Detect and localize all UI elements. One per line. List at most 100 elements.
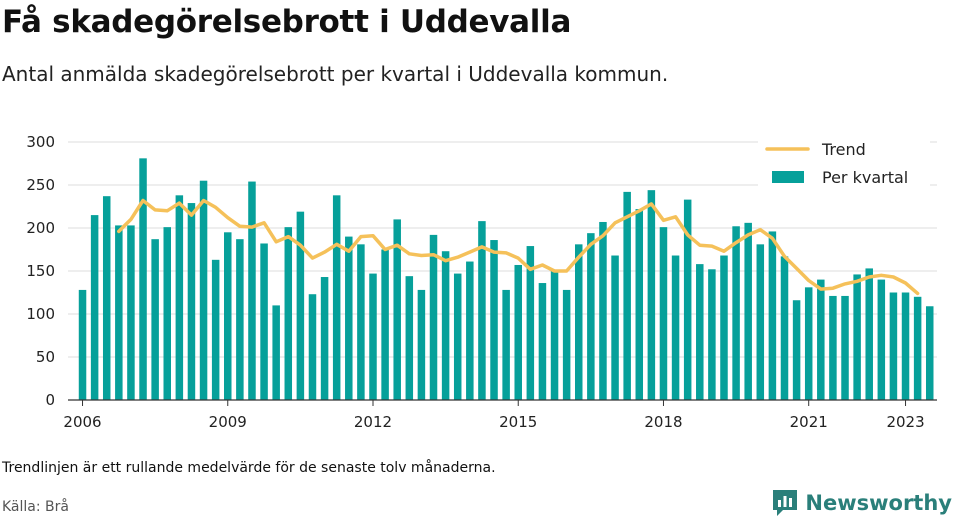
bar <box>248 181 256 400</box>
bar <box>224 232 232 400</box>
bar <box>163 227 171 400</box>
bar <box>683 199 692 400</box>
bar <box>127 225 135 400</box>
bar <box>139 158 147 400</box>
bar <box>901 292 910 400</box>
y-tick-label: 150 <box>26 262 55 280</box>
bar <box>804 287 813 400</box>
bar <box>272 305 280 400</box>
bar <box>720 255 728 400</box>
bar <box>877 279 886 400</box>
y-tick-label: 50 <box>36 348 55 366</box>
bar <box>756 244 765 400</box>
bar <box>260 243 268 400</box>
y-axis-ticks: 0 50 100 150 200 250 300 <box>26 133 55 409</box>
bar <box>780 256 789 400</box>
chart-subtitle: Antal anmälda skadegörelsebrott per kvar… <box>2 62 669 86</box>
x-tick-label: 2015 <box>499 413 537 431</box>
bar <box>429 234 438 400</box>
y-tick-label: 100 <box>26 305 55 323</box>
bar <box>913 296 922 400</box>
bar <box>490 240 498 400</box>
bar <box>502 289 510 400</box>
bar <box>381 249 389 400</box>
bar <box>199 180 208 400</box>
bar <box>308 294 317 400</box>
bar <box>151 239 159 400</box>
bar <box>659 227 668 400</box>
bar <box>550 271 559 400</box>
bar <box>102 196 111 400</box>
bar-series <box>78 158 934 400</box>
bar <box>635 209 644 400</box>
bar <box>587 233 595 400</box>
bar <box>115 225 123 400</box>
bar <box>393 219 401 400</box>
bar <box>417 289 426 400</box>
y-tick-label: 300 <box>26 133 55 151</box>
bar <box>514 264 522 400</box>
legend: Trend Per kvartal <box>758 130 930 192</box>
brand-logo: Newsworthy <box>771 488 952 518</box>
legend-bar-label: Per kvartal <box>822 168 908 187</box>
bar <box>647 190 656 400</box>
x-tick-label: 2021 <box>790 413 828 431</box>
bar <box>466 261 474 400</box>
bar <box>211 259 220 400</box>
bar <box>841 295 849 400</box>
newsworthy-logo-icon <box>773 490 798 516</box>
bar <box>332 195 341 400</box>
y-tick-label: 0 <box>45 391 55 409</box>
bar <box>599 221 607 400</box>
y-tick-label: 200 <box>26 219 55 237</box>
bar <box>865 268 873 400</box>
x-tick-label: 2006 <box>63 413 101 431</box>
bar <box>708 269 716 400</box>
chart-title: Få skadegörelsebrott i Uddevalla <box>2 4 572 40</box>
bar <box>562 289 571 400</box>
bar <box>768 231 777 400</box>
bar <box>187 203 196 400</box>
bar <box>296 211 305 400</box>
x-tick-label: 2023 <box>886 413 924 431</box>
bar <box>889 292 898 400</box>
footnote: Trendlinjen är ett rullande medelvärde f… <box>2 460 496 476</box>
bar <box>175 195 184 400</box>
bar <box>925 306 934 400</box>
bar <box>357 244 365 400</box>
bar <box>696 264 704 400</box>
bar <box>829 295 837 400</box>
bar <box>671 255 680 400</box>
bar <box>284 227 293 400</box>
trend-line <box>117 198 920 296</box>
x-tick-label: 2018 <box>644 413 682 431</box>
bar <box>538 283 547 400</box>
brand-name: Newsworthy <box>805 491 952 515</box>
x-axis-ticks: 2006 2009 2012 2015 2018 2021 2023 <box>63 400 925 431</box>
bar <box>574 244 583 400</box>
bar <box>817 279 825 400</box>
bar <box>78 289 87 400</box>
legend-bar-swatch <box>772 171 804 183</box>
bar <box>744 222 752 400</box>
bar <box>611 255 619 400</box>
bar <box>792 300 801 400</box>
bar <box>478 221 486 400</box>
bar <box>526 246 535 400</box>
bar <box>405 276 414 400</box>
bar <box>236 239 244 400</box>
bar <box>853 274 861 400</box>
y-tick-label: 250 <box>26 176 55 194</box>
bar <box>345 236 353 400</box>
bar <box>453 273 462 400</box>
bar <box>369 273 377 400</box>
bar <box>441 251 450 400</box>
x-tick-label: 2012 <box>354 413 392 431</box>
legend-trend-label: Trend <box>821 140 866 159</box>
bar <box>732 226 740 400</box>
x-tick-label: 2009 <box>209 413 247 431</box>
bar <box>90 215 99 400</box>
source-label: Källa: Brå <box>2 499 69 515</box>
bar <box>623 191 631 400</box>
